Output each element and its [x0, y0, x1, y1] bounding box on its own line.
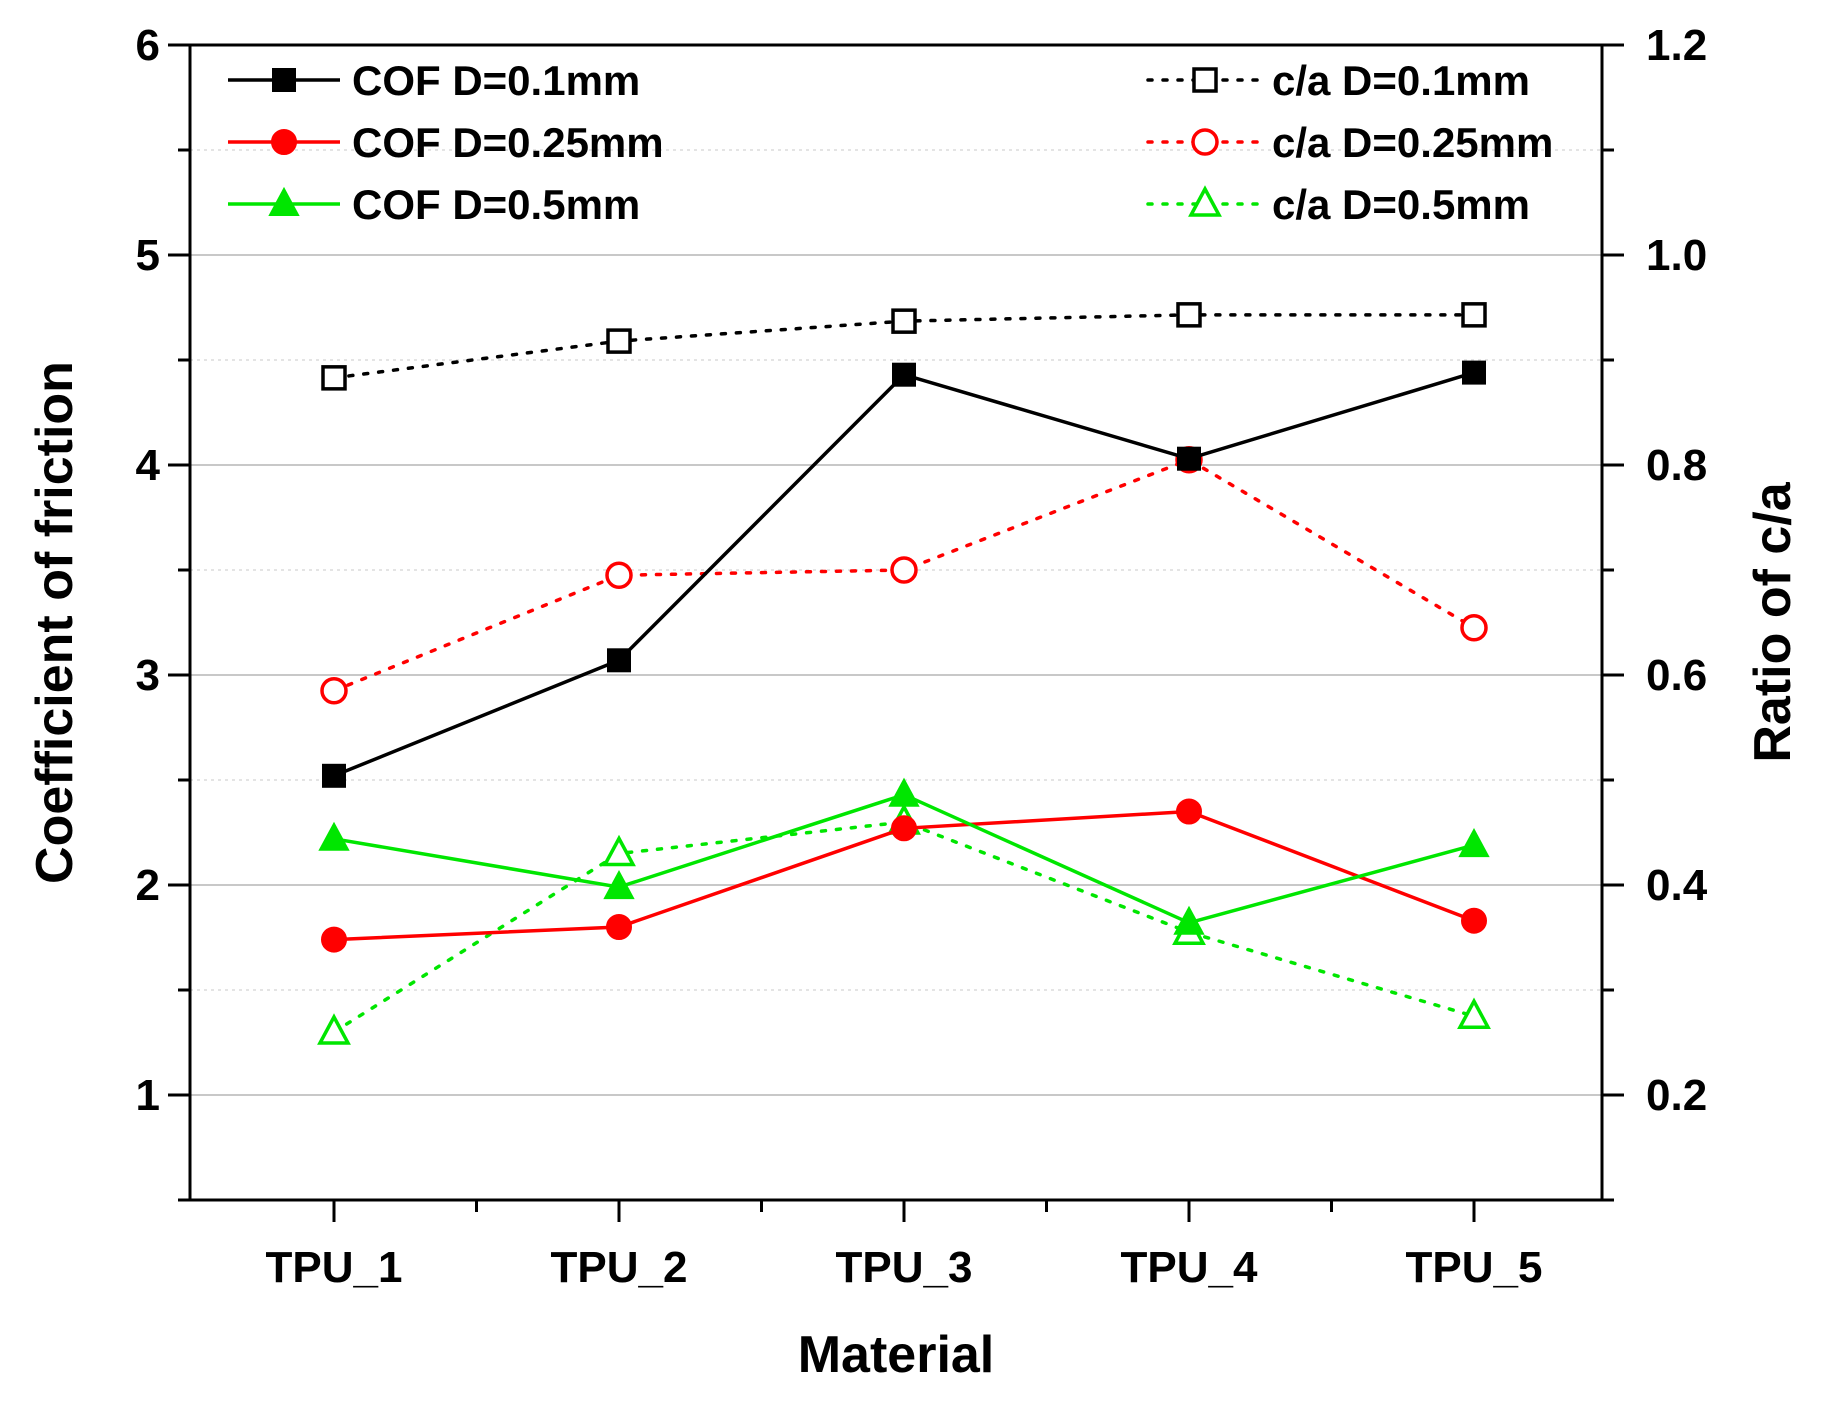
legend-label: COF D=0.5mm: [352, 181, 640, 228]
legend-item: COF D=0.5mm: [228, 181, 640, 228]
data-point: [1460, 614, 1488, 642]
data-point: [607, 648, 631, 673]
y-tick-label: 5: [136, 231, 160, 280]
x-tick-label: TPU_5: [1406, 1243, 1543, 1292]
legend-marker: [271, 129, 297, 155]
series-c-a-d-0-1mm: [321, 302, 1487, 391]
x-tick-label: TPU_2: [551, 1243, 688, 1292]
legend-marker: [272, 68, 296, 92]
data-point: [320, 677, 348, 705]
series-line: [332, 457, 1476, 693]
data-point: [1461, 907, 1487, 934]
data-point: [317, 1013, 351, 1045]
legend-item: c/a D=0.25mm: [1146, 119, 1553, 166]
legend-marker: [1192, 67, 1218, 93]
data-point: [1462, 360, 1486, 385]
data-point: [890, 556, 918, 584]
y2-tick-label: 0.4: [1646, 861, 1708, 910]
legend-label: c/a D=0.25mm: [1272, 119, 1553, 166]
y2-tick-label: 0.2: [1646, 1071, 1707, 1120]
data-point: [892, 362, 916, 387]
series-layer: [317, 302, 1491, 1045]
data-point: [321, 365, 347, 391]
x-axis-title: Material: [798, 1326, 995, 1384]
data-point: [605, 561, 633, 589]
x-tick-label: TPU_4: [1121, 1243, 1258, 1292]
data-point: [318, 821, 350, 851]
data-point: [603, 869, 635, 900]
data-point: [1457, 997, 1491, 1029]
y-tick-label: 6: [136, 21, 160, 70]
data-point: [602, 834, 636, 867]
legend-marker: [1188, 185, 1222, 217]
data-point: [322, 763, 346, 788]
data-point: [891, 308, 917, 334]
data-point: [1176, 302, 1202, 328]
y2-tick-label: 0.6: [1646, 651, 1707, 700]
legend-label: COF D=0.25mm: [352, 119, 664, 166]
series-cof-d-0-1mm: [322, 360, 1486, 788]
legend-item: COF D=0.25mm: [228, 119, 664, 166]
plot-frame: [188, 43, 1604, 1202]
series-c-a-d-0-5mm: [317, 803, 1491, 1045]
legend-item: COF D=0.1mm: [228, 57, 640, 104]
data-point: [606, 914, 632, 940]
grid: [190, 149, 1602, 1096]
legend-label: COF D=0.1mm: [352, 57, 640, 104]
legend-marker: [1191, 128, 1219, 156]
y2-tick-label: 1.0: [1646, 231, 1707, 280]
series-line: [332, 820, 1476, 1034]
y-tick-label: 2: [136, 861, 160, 910]
y2-tick-label: 1.2: [1646, 21, 1707, 70]
series-cof-d-0-5mm: [318, 777, 1490, 935]
axis-ticks: 1 2 3 4 5 6 0.2 0.4 0.6 0.8 1.0 1.2 TPU_1 TPU_2 TPU_3 T…: [136, 21, 1708, 1292]
y-axis-title: Coefficient of friction: [26, 361, 84, 884]
data-point: [1461, 302, 1487, 328]
y-tick-label: 1: [136, 1071, 160, 1120]
legend: COF D=0.1mm COF D=0.25mm COF D=0.5mm c/a D=…: [228, 57, 1553, 228]
legend-marker: [268, 186, 300, 216]
data-point: [1458, 827, 1490, 858]
series-cof-d-0-25mm: [321, 798, 1487, 953]
y2-axis-title: Ratio of c/a: [1744, 481, 1802, 762]
data-point: [1177, 446, 1201, 471]
series-c-a-d-0-25mm: [320, 446, 1488, 705]
y-tick-label: 4: [136, 441, 161, 490]
data-point: [1173, 905, 1205, 935]
x-tick-label: TPU_3: [836, 1243, 973, 1292]
data-point: [606, 328, 632, 354]
legend-label: c/a D=0.1mm: [1272, 57, 1530, 104]
data-point: [888, 777, 920, 807]
x-tick-label: TPU_1: [266, 1243, 403, 1292]
legend-item: c/a D=0.1mm: [1146, 57, 1530, 104]
data-point: [891, 815, 917, 842]
data-point: [1176, 798, 1202, 825]
legend-item: c/a D=0.5mm: [1146, 181, 1530, 228]
y-tick-label: 3: [136, 651, 160, 700]
y2-tick-label: 0.8: [1646, 441, 1707, 490]
legend-label: c/a D=0.5mm: [1272, 181, 1530, 228]
data-point: [321, 926, 347, 953]
